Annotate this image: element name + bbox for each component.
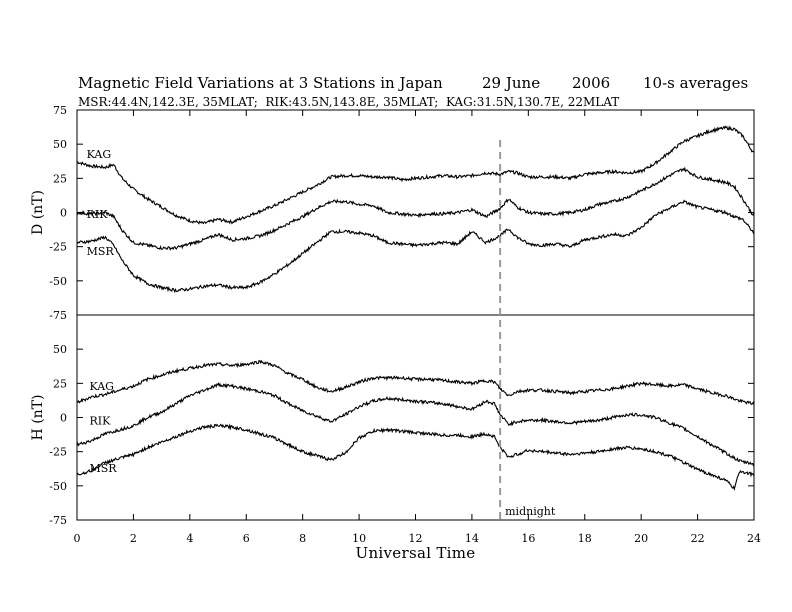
y-tick-label: 25 xyxy=(53,377,67,390)
y-tick-label: -50 xyxy=(49,275,67,288)
series-line-rik xyxy=(76,382,755,467)
y-tick-label: -50 xyxy=(49,480,67,493)
series-line-msr xyxy=(76,423,755,492)
midnight-label: midnight xyxy=(505,505,556,518)
panel-d: -75 -50 -25 0 25 50 75 D (nT) KAG RIK MSR xyxy=(30,104,755,322)
series-label-msr: MSR xyxy=(87,245,115,258)
series-line-rik xyxy=(76,166,755,251)
chart-averaging: 10-s averages xyxy=(643,74,748,92)
chart-header: Magnetic Field Variations at 3 Stations … xyxy=(78,74,748,109)
series-label-kag: KAG xyxy=(89,380,114,393)
series-label-msr: MSR xyxy=(89,462,117,475)
series-label-kag: KAG xyxy=(87,148,112,161)
chart-panels: -75 -50 -25 0 25 50 75 D (nT) KAG RIK MSR -75 -50 -25… xyxy=(30,104,755,527)
x-tick-label: 24 xyxy=(747,532,761,545)
series-line-kag xyxy=(76,125,755,225)
panel-h: -75 -50 -25 0 25 50 H (nT) KAG RIK MSR xyxy=(30,314,755,527)
x-tick-label: 16 xyxy=(521,532,535,545)
y-axis-title: H (nT) xyxy=(30,395,46,441)
series-label-rik: RIK xyxy=(87,208,109,221)
y-tick-label: 0 xyxy=(60,412,67,425)
x-tick-label: 8 xyxy=(299,532,306,545)
y-tick-label: 50 xyxy=(53,343,67,356)
x-tick-label: 10 xyxy=(352,532,366,545)
x-tick-label: 2 xyxy=(130,532,137,545)
y-axis-title: D (nT) xyxy=(30,190,46,235)
chart-year: 2006 xyxy=(572,74,610,92)
y-tick-label: -75 xyxy=(49,309,67,322)
x-tick-label: 0 xyxy=(74,532,81,545)
series-line-msr xyxy=(76,199,755,294)
y-tick-label: -75 xyxy=(49,514,67,527)
x-tick-label: 18 xyxy=(578,532,592,545)
midnight-marker: midnight xyxy=(499,140,556,520)
y-tick-label: 0 xyxy=(60,207,67,220)
x-tick-label: 14 xyxy=(465,532,479,545)
chart-stations-info: MSR:44.4N,142.3E, 35MLAT; RIK:43.5N,143.… xyxy=(78,95,619,109)
x-tick-label: 6 xyxy=(243,532,250,545)
chart-title: Magnetic Field Variations at 3 Stations … xyxy=(78,74,443,92)
y-tick-label: 75 xyxy=(53,104,67,117)
x-axis-title: Universal Time xyxy=(356,544,476,562)
x-tick-label: 20 xyxy=(634,532,648,545)
y-tick-label: 25 xyxy=(53,172,67,185)
series-line-kag xyxy=(76,359,755,406)
y-tick-label: 50 xyxy=(53,138,67,151)
series-label-rik: RIK xyxy=(89,414,111,427)
y-tick-label: -25 xyxy=(49,241,67,254)
x-tick-label: 4 xyxy=(186,532,193,545)
chart-date: 29 June xyxy=(482,74,540,92)
x-tick-label: 22 xyxy=(691,532,705,545)
y-tick-label: -25 xyxy=(49,446,67,459)
panel-frame xyxy=(76,109,755,316)
x-tick-label: 12 xyxy=(409,532,423,545)
